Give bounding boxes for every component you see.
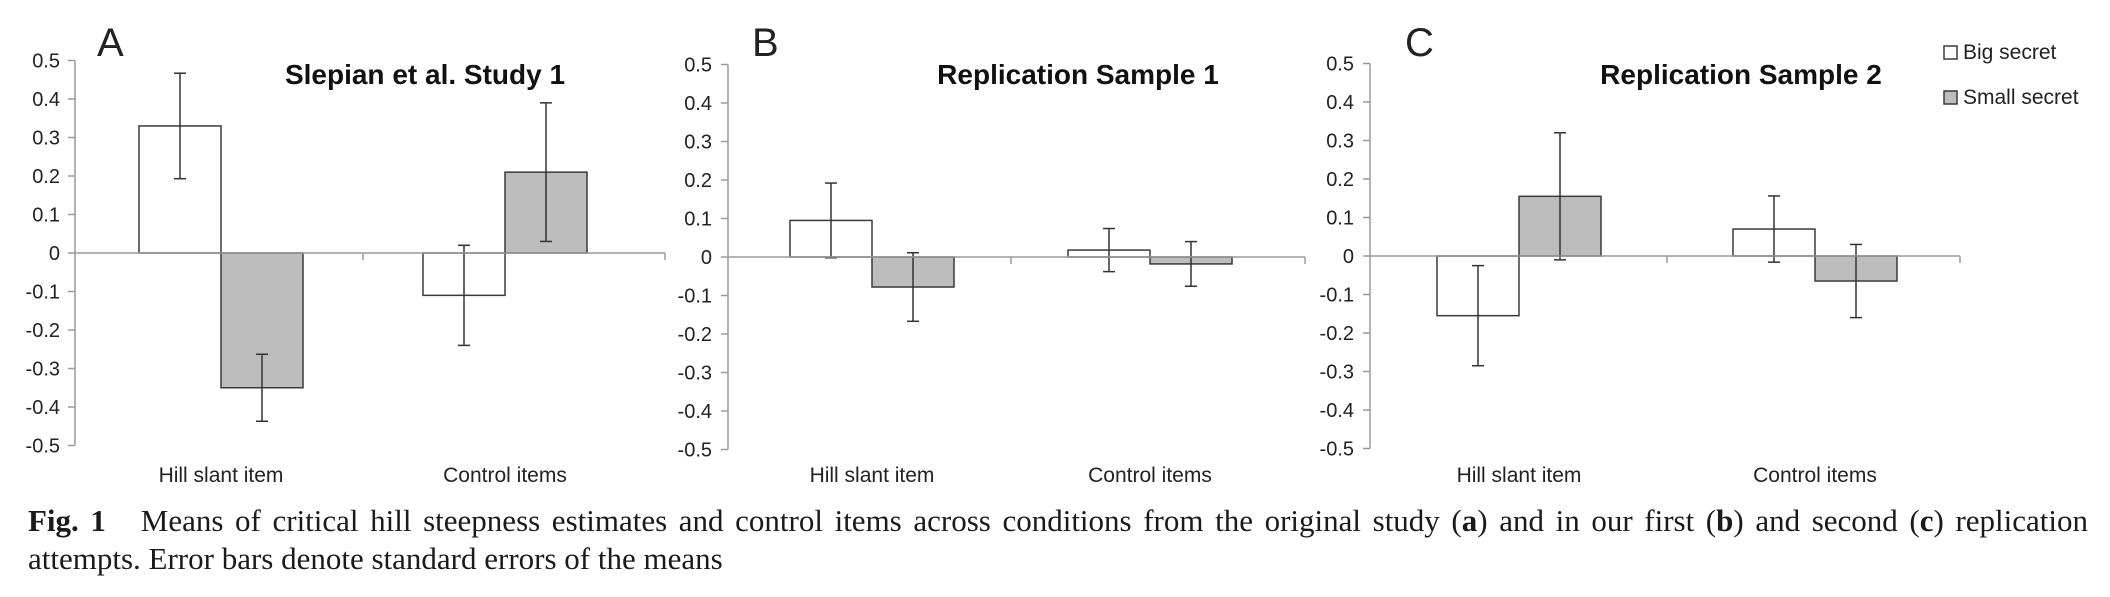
y-tick-label: 0.5 xyxy=(684,55,712,77)
category-label: Control items xyxy=(1088,464,1212,487)
y-tick-label: 0.1 xyxy=(684,209,712,231)
y-tick-label: -0.2 xyxy=(1320,323,1354,345)
y-tick-label: 0.4 xyxy=(684,93,712,115)
caption-letter-b: b xyxy=(1716,503,1734,538)
y-tick-label: -0.1 xyxy=(26,282,60,304)
y-tick-label: 0.3 xyxy=(32,128,60,150)
panel-letter: C xyxy=(1405,21,1434,65)
y-tick-label: 0 xyxy=(701,247,712,269)
y-tick-label: 0.4 xyxy=(32,89,60,111)
panel-letter: A xyxy=(97,21,124,65)
category-label: Control items xyxy=(1753,464,1877,487)
y-tick-label: -0.4 xyxy=(26,397,60,419)
caption-letter-c: c xyxy=(1919,503,1934,538)
y-tick-label: -0.3 xyxy=(678,363,712,385)
figure-caption: Fig. 1 Means of critical hill steepness … xyxy=(28,502,2088,578)
caption-text-4: ) replication attempts. Error bars denot… xyxy=(28,503,2088,576)
y-tick-label: 0 xyxy=(1343,246,1354,268)
y-tick-label: 0.5 xyxy=(32,51,60,73)
legend-label: Small secret xyxy=(1963,86,2079,109)
caption-text-2: ) and in our first ( xyxy=(1477,503,1717,538)
y-tick-label: -0.2 xyxy=(26,320,60,342)
chart-title: Slepian et al. Study 1 xyxy=(285,59,565,90)
y-tick-label: 0.2 xyxy=(32,166,60,188)
chart-title: Replication Sample 2 xyxy=(1600,59,1882,90)
caption-text-1: Means of critical hill steepness estimat… xyxy=(140,503,1462,538)
y-tick-label: -0.4 xyxy=(678,401,712,423)
y-tick-label: -0.1 xyxy=(678,286,712,308)
caption-text-3: ) and second ( xyxy=(1733,503,1920,538)
category-label: Hill slant item xyxy=(810,464,935,487)
y-tick-label: 0.3 xyxy=(684,132,712,154)
panel-letter: B xyxy=(752,21,779,65)
y-tick-label: -0.5 xyxy=(26,436,60,458)
y-tick-label: -0.2 xyxy=(678,324,712,346)
legend-swatch-big-secret xyxy=(1943,45,1958,60)
figure-canvas: 0.5 0.4 0.3 0.2 0.1 0 -0.1 -0.2 -0.3 -0.4 -0.5 Hill… xyxy=(26,21,2079,487)
y-tick-label: -0.5 xyxy=(1320,439,1354,461)
y-tick-label: 0.1 xyxy=(1326,208,1354,230)
legend-swatch-small-secret xyxy=(1943,90,1958,105)
y-tick-label: -0.3 xyxy=(26,359,60,381)
legend-label: Big secret xyxy=(1963,41,2057,64)
y-tick-label: 0.5 xyxy=(1326,54,1354,76)
y-tick-label: -0.5 xyxy=(678,440,712,462)
chart-title: Replication Sample 1 xyxy=(937,59,1219,90)
y-tick-label: -0.3 xyxy=(1320,362,1354,384)
category-label: Hill slant item xyxy=(159,464,284,487)
category-label: Control items xyxy=(443,464,567,487)
y-tick-label: 0.3 xyxy=(1326,131,1354,153)
y-tick-label: -0.4 xyxy=(1320,400,1354,422)
y-tick-label: 0 xyxy=(49,243,60,265)
y-tick-label: -0.1 xyxy=(1320,285,1354,307)
y-tick-label: 0.1 xyxy=(32,205,60,227)
caption-label: Fig. 1 xyxy=(28,503,106,538)
caption-letter-a: a xyxy=(1461,503,1478,538)
y-tick-label: 0.2 xyxy=(1326,169,1354,191)
y-tick-label: 0.4 xyxy=(1326,92,1354,114)
category-label: Hill slant item xyxy=(1457,464,1582,487)
y-tick-label: 0.2 xyxy=(684,170,712,192)
